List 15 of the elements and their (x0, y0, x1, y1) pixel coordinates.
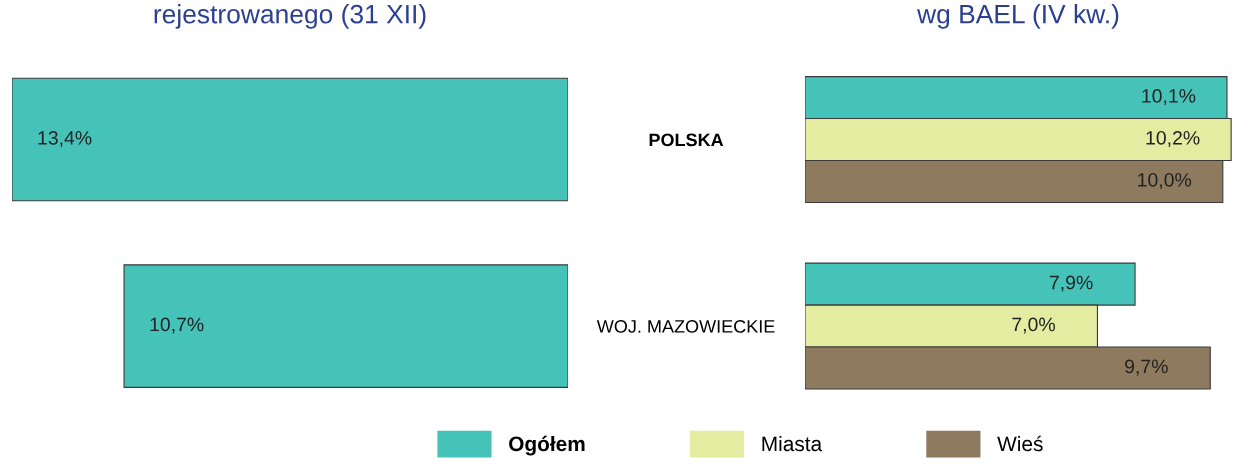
data-label: 7,9% (1049, 275, 1093, 292)
data-label: 13,4% (38, 130, 92, 148)
data-label: 10,1% (1142, 89, 1196, 106)
y-tick-label: WOJ. MAZOWIECKIE (596, 320, 775, 333)
data-label: 9,7% (1125, 359, 1168, 376)
legend-label: Wieś (997, 435, 1043, 452)
data-label: 10,2% (1146, 130, 1200, 148)
legend-label: Miasta (762, 435, 823, 452)
data-label: 10,0% (1138, 172, 1192, 190)
data-label: 10,7% (150, 317, 204, 334)
legend-label: Ogółem (509, 435, 585, 456)
chart-title: rejestrowanego (31 XII) (154, 4, 426, 29)
chart-title: wg BAEL (IV kw.) (917, 4, 1119, 29)
data-label: 7,0% (1012, 317, 1055, 334)
y-tick-label: POLSKA (649, 133, 724, 147)
